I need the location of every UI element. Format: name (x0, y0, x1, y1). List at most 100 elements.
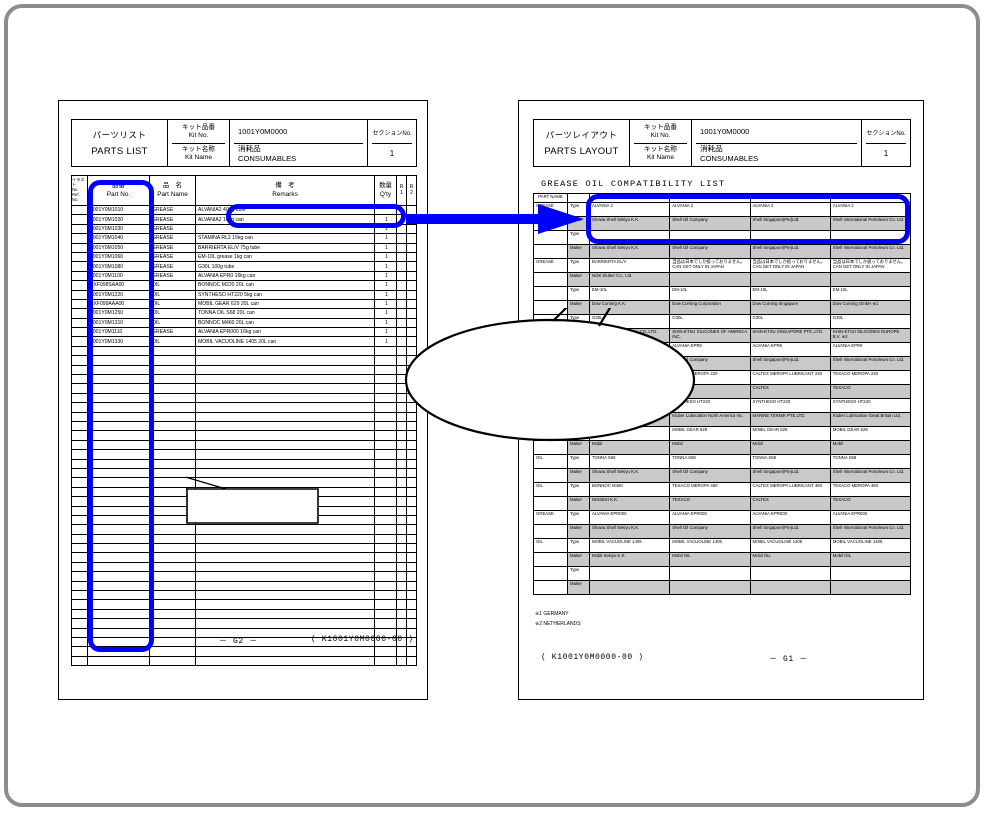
compat-row[interactable]: OIL Type MOBIL VACUOLINE 1405 MOBIL VACUOLI… (533, 538, 912, 553)
cell-remarks (195, 655, 375, 667)
cell-r2 (406, 449, 417, 460)
table-row[interactable] (71, 589, 417, 601)
table-row[interactable]: 1001Y0M1010 GREASE ALVANIA2 400g tube (71, 204, 417, 216)
compat-cell-part-name (533, 272, 568, 287)
compat-row[interactable]: Type (533, 230, 912, 245)
compat-row[interactable]: Maker (533, 580, 912, 595)
table-row[interactable]: KXF098SAA00 OIL BONNOC M220 20L can 1 (71, 280, 417, 291)
compat-row[interactable]: GREASE Type BARRIERTA EL/V 当品は日本でしか扱っておりません… (533, 258, 912, 273)
cell-remarks: ALVANIA2 400g tube (195, 204, 375, 216)
section-no-label-right: セクションNo. (866, 122, 906, 144)
table-row[interactable] (71, 524, 417, 535)
table-row[interactable] (71, 383, 417, 394)
cell-ref (71, 308, 88, 319)
cell-part-name (149, 561, 196, 573)
table-row[interactable] (71, 411, 417, 423)
compat-row[interactable]: OIL Type BONNOC M460 TEXACO MEROPA 460 CALTE… (533, 482, 912, 497)
cell-part-name (149, 420, 196, 432)
compat-row[interactable]: GREASE Type ALVANIA EPR000 ALVANIA EPR000 AL… (533, 510, 912, 525)
table-row[interactable] (71, 420, 417, 432)
cell-remarks (195, 524, 375, 535)
cell-ref (71, 251, 88, 263)
table-row[interactable] (71, 458, 417, 469)
table-row[interactable] (71, 402, 417, 413)
table-row[interactable]: 1001Y0M1330 OIL MOBIL VACUOLINE 1405 20L c… (71, 336, 417, 347)
table-row[interactable]: 1001Y0M1250 OIL TONNA OIL S68 20L can 1 (71, 308, 417, 319)
cell-ref (71, 430, 88, 441)
table-row[interactable] (71, 636, 417, 648)
compat-cell-part-name (533, 496, 568, 511)
table-row[interactable]: 1001Y0M1040 GREASE STAMINA RL2 15kg can 1 (71, 233, 417, 244)
table-row[interactable] (71, 580, 417, 592)
table-row[interactable]: 1001Y0M1100 GREASE ALVANIA EPR0 16kg can 1 (71, 270, 417, 282)
table-row[interactable]: 1001Y0M1310 OIL BONNOC M460 20L can 1 (71, 317, 417, 329)
compat-cell-part-name (533, 468, 568, 483)
compatibility-header-row: PART NAME JAPAN U.S.A ASIA (SINGAPORE) EUROP… (533, 193, 912, 203)
cell-part-no: 1001Y0M1250 (87, 308, 150, 319)
cell-r1 (396, 449, 407, 460)
table-row[interactable] (71, 533, 417, 545)
table-row[interactable] (71, 374, 417, 385)
table-row[interactable] (71, 655, 417, 667)
document-type-en-right: PARTS LAYOUT (544, 146, 619, 157)
table-row[interactable] (71, 571, 417, 582)
cell-r1 (396, 533, 407, 545)
cell-part-name (149, 543, 196, 554)
compat-row[interactable]: Type G30L G30L G30L G30L (533, 314, 912, 329)
compat-cell-region-2 (749, 230, 831, 245)
compat-row[interactable]: Maker NOK Kluber Co., Ltd. (533, 272, 912, 287)
cell-r1 (396, 261, 407, 272)
table-row[interactable] (71, 552, 417, 563)
table-row[interactable] (71, 449, 417, 460)
table-row[interactable] (71, 561, 417, 573)
compat-cell-part-name (533, 286, 568, 301)
compat-cell-region-2: MARINE TEKNIK PTE.LTD. (749, 412, 831, 427)
table-row[interactable]: 1001Y0M1020 GREASE ALVANIA2 16kg can 1 (71, 214, 417, 225)
compat-cell-region-2: MOBIL GEAR 629 (749, 426, 831, 441)
compat-row[interactable]: GREASE Type ALVANIA 2 ALVANIA 2 ALVANIA 2 ALV… (533, 202, 912, 217)
table-row[interactable] (71, 618, 417, 629)
compat-row[interactable]: Type EM-10L EM-10L EM-10L EM-10L (533, 286, 912, 301)
table-row[interactable] (71, 543, 417, 554)
table-row[interactable] (71, 439, 417, 451)
table-row[interactable]: KXF099AAA00 OIL MOBIL GEAR 629 20L can 1 (71, 298, 417, 310)
cell-part-no (87, 496, 150, 507)
table-row[interactable] (71, 355, 417, 366)
compat-row[interactable]: OIL Type TONNA S68 TONNA S68 TONNA S68 TONNA … (533, 454, 912, 469)
compat-row[interactable]: Maker Mobil Sekiyu K.K. Mobil OIL Mobil OIL… (533, 552, 912, 567)
table-row[interactable] (71, 364, 417, 376)
table-row[interactable]: 1001Y0M1110 GREASE ALVANIA EPR000 16kg can… (71, 327, 417, 338)
cell-part-no (87, 533, 150, 545)
cell-r1 (396, 608, 407, 620)
cell-r2 (406, 486, 417, 498)
table-row[interactable] (71, 392, 417, 404)
compat-cell-region-1 (669, 272, 751, 287)
table-row[interactable] (71, 608, 417, 620)
table-row[interactable]: 1001Y0M1080 GREASE G30L 100g tube 1 (71, 261, 417, 272)
compat-row[interactable]: Maker NISSEKI K.K. TEXACO CALTEX TEXACO (533, 496, 912, 511)
table-row[interactable]: 1001Y0M1050 GREASE BARRIERTA EL/V 75g tube… (71, 242, 417, 253)
table-row[interactable] (71, 345, 417, 357)
table-row[interactable] (71, 599, 417, 610)
cell-ref (71, 458, 88, 469)
table-row[interactable]: 1001Y0M1030 GREASE 1 (71, 223, 417, 235)
table-row[interactable]: 1001Y0M1060 GREASE EM-10L grease 1kg can 1 (71, 251, 417, 263)
cell-ref (71, 589, 88, 601)
cell-part-name: GREASE (149, 251, 196, 263)
cell-part-no (87, 589, 150, 601)
cell-remarks (195, 589, 375, 601)
cell-part-no (87, 420, 150, 432)
cell-qty (374, 364, 397, 376)
table-row[interactable] (71, 646, 417, 657)
compat-row[interactable]: Maker Dow Corning K.K. Dow Corning Corpora… (533, 300, 912, 315)
table-row[interactable]: 1001Y0M1220 OIL SYNTHESO HT220 5kg can 1 (71, 289, 417, 300)
compat-row[interactable]: Type (533, 566, 912, 581)
cell-part-no: 1001Y0M1030 (87, 223, 150, 235)
table-row[interactable] (71, 430, 417, 441)
cell-qty: 1 (374, 233, 397, 244)
document-code-right: ( K1001Y0M0000-00 ) (541, 653, 644, 662)
